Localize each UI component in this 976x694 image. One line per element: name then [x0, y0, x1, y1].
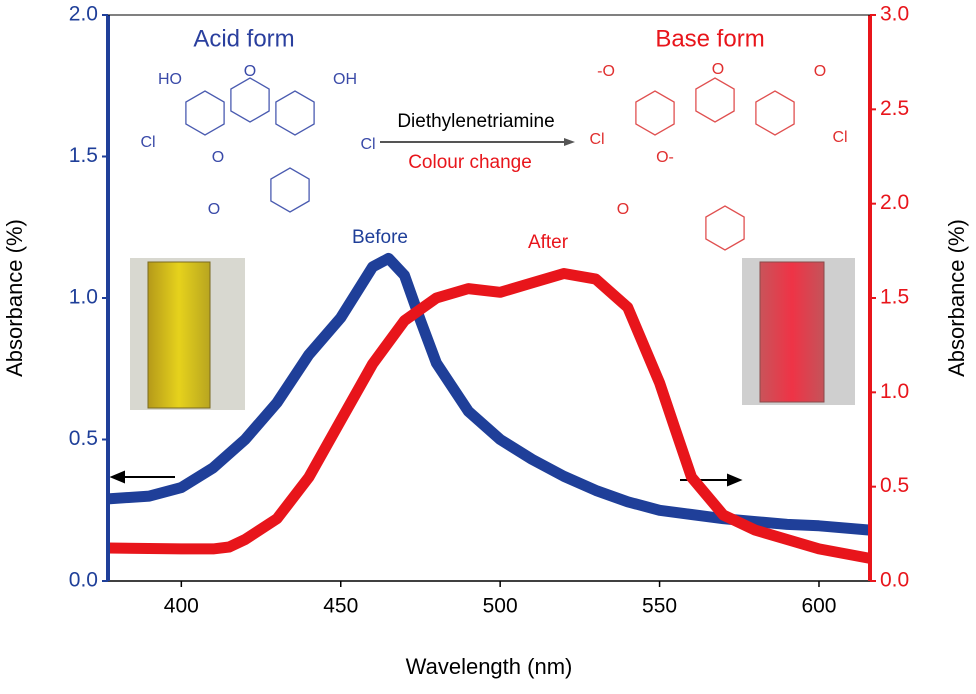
y2-axis-label: Absorbance (%): [944, 219, 969, 377]
atom-label: Cl: [589, 131, 604, 148]
photo-base: [742, 258, 855, 405]
atom-label: O: [712, 61, 724, 78]
y-axis-label: Absorbance (%): [2, 219, 27, 377]
ring: [635, 90, 675, 136]
ring: [270, 167, 310, 213]
x-tick-label: 550: [642, 595, 677, 618]
y-tick-label: 1.0: [69, 286, 98, 309]
atom-label: O: [244, 63, 256, 80]
atom-label: HO: [158, 71, 182, 88]
annotation: Acid form: [193, 25, 294, 52]
annotation: Colour change: [408, 152, 532, 173]
y2-tick-label: 2.5: [880, 97, 909, 120]
series-line: [107, 268, 872, 564]
y2-tick-label: 3.0: [880, 3, 909, 26]
series-label: Before: [352, 227, 408, 248]
ring: [705, 205, 745, 251]
series-label: After: [528, 232, 569, 253]
x-tick-label: 400: [164, 595, 199, 618]
x-tick-label: 600: [801, 595, 836, 618]
ring: [755, 90, 795, 136]
y-tick-label: 0.5: [69, 427, 98, 450]
atom-label: O: [208, 201, 220, 218]
y2-tick-label: 1.0: [880, 380, 909, 403]
atom-label: Cl: [140, 134, 155, 151]
atom-label: O: [617, 201, 629, 218]
ring: [230, 77, 270, 123]
photo-acid: [130, 258, 245, 410]
atom-label: -O: [597, 63, 615, 80]
atom-label: Cl: [360, 136, 375, 153]
y-tick-label: 0.0: [69, 569, 98, 592]
x-axis-label: Wavelength (nm): [406, 654, 573, 679]
series-line: [107, 252, 871, 536]
y-tick-label: 1.5: [69, 144, 98, 167]
ring: [695, 77, 735, 123]
x-tick-label: 450: [323, 595, 358, 618]
y2-tick-label: 0.5: [880, 474, 909, 497]
atom-label: OH: [333, 71, 357, 88]
annotation: Base form: [655, 25, 764, 52]
arrows: [109, 138, 743, 487]
y2-tick-label: 0.0: [880, 569, 909, 592]
atom-label: O: [814, 63, 826, 80]
molecules: [185, 77, 795, 251]
atom-label: Cl: [832, 129, 847, 146]
y2-tick-label: 2.0: [880, 191, 909, 214]
ring: [275, 90, 315, 136]
annotation: Diethylenetriamine: [397, 111, 554, 132]
y2-tick-label: 1.5: [880, 286, 909, 309]
x-tick-label: 500: [483, 595, 518, 618]
atom-label: O: [212, 149, 224, 166]
ring: [185, 90, 225, 136]
y-tick-label: 2.0: [69, 3, 98, 26]
atom-label: O-: [656, 149, 674, 166]
